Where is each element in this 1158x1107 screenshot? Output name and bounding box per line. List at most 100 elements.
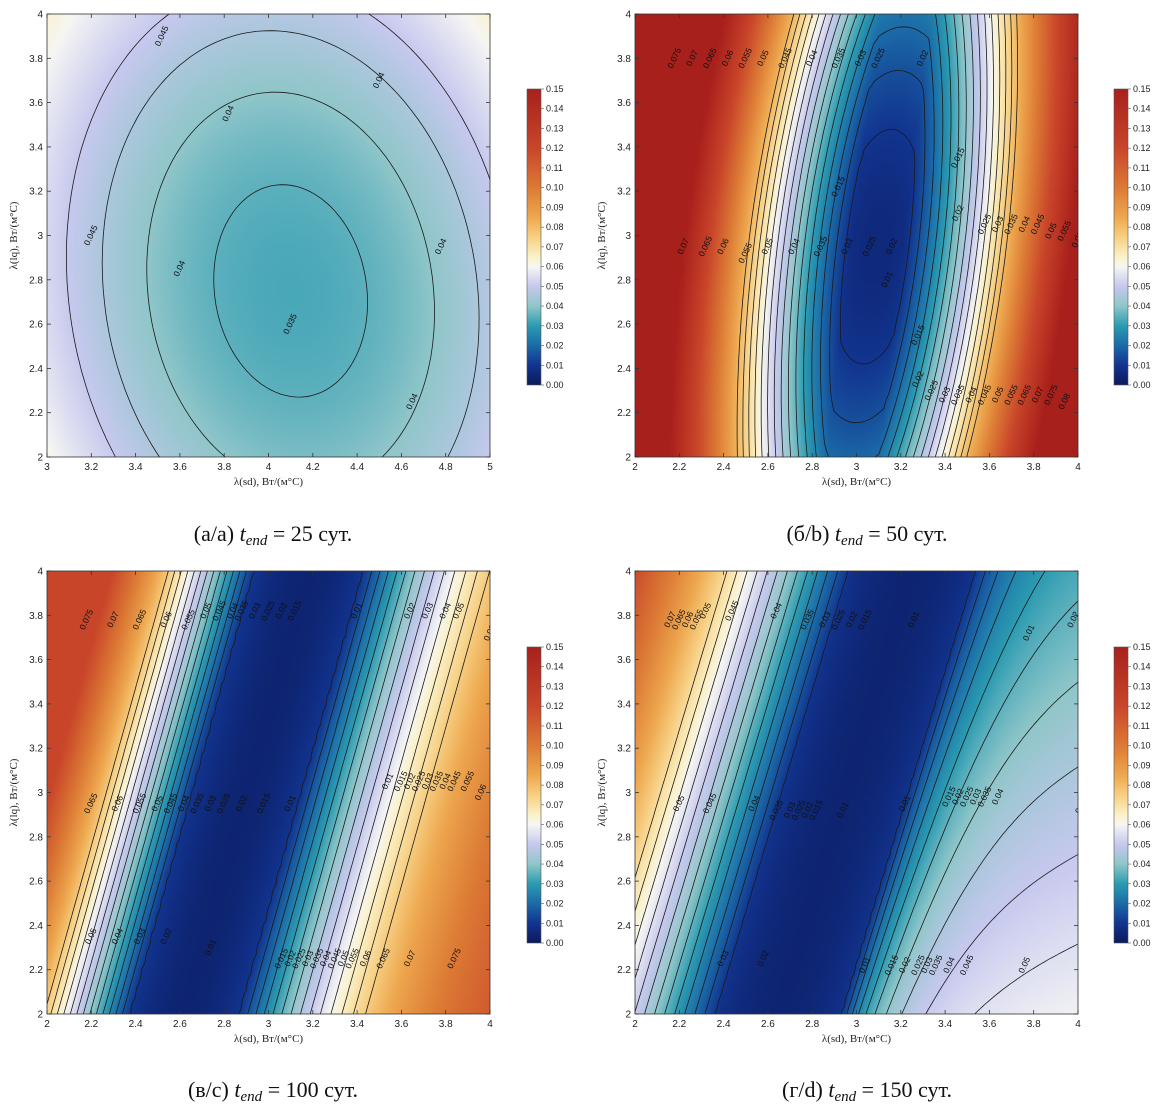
x-tick-label: 3.6: [982, 1019, 996, 1030]
contour-line: [213, 184, 368, 398]
colorbar-tick-label: 0.04: [546, 301, 564, 311]
colorbar-tick-label: 0.04: [1133, 859, 1151, 869]
x-tick-label: 4: [487, 1019, 493, 1030]
colorbar-tick-label: 0.08: [546, 780, 564, 790]
contour-line: [767, 14, 988, 457]
caption-subscript: end: [241, 1089, 263, 1105]
contour-line: [803, 14, 952, 457]
contour-lines: [635, 571, 1078, 1014]
x-tick-label: 2.2: [672, 1019, 686, 1030]
caption-prefix: (б/b): [786, 521, 834, 546]
colorbar-tick-label: 0.07: [546, 242, 564, 252]
x-tick-label: 3.4: [350, 1019, 364, 1030]
x-tick-label: 3.4: [129, 462, 143, 473]
y-tick-label: 4: [37, 10, 43, 21]
colorbar-tick-label: 0.14: [1133, 662, 1151, 672]
colorbar-tick-label: 0.04: [546, 859, 564, 869]
contour-line: [664, 571, 1078, 1014]
contour-line: [704, 571, 986, 1014]
caption-suffix: = 100 сут.: [262, 1077, 358, 1102]
contour-line: [115, 571, 381, 1014]
colorbar-tick-label: 0.09: [546, 202, 564, 212]
x-tick-label: 2.4: [717, 462, 731, 473]
colorbar-tick-label: 0.07: [546, 800, 564, 810]
colorbar-tick-label: 0.11: [1133, 163, 1150, 173]
heatmap-field: [47, 14, 490, 457]
colorbar-tick-label: 0.12: [546, 701, 564, 711]
colorbar-tick-label: 0.09: [546, 760, 564, 770]
colorbar-tick-label: 0.09: [1133, 760, 1151, 770]
colorbar-tick-label: 0.11: [546, 163, 563, 173]
x-axis-label: λ(sd), Вт/(м°С): [234, 476, 304, 488]
x-tick-label: 3.2: [894, 462, 908, 473]
x-tick-label: 3.8: [1027, 1019, 1041, 1030]
y-tick-label: 3.4: [617, 142, 631, 153]
colorbar-scale: [526, 646, 542, 944]
y-tick-label: 2.4: [29, 921, 43, 932]
y-tick-label: 3.8: [617, 611, 631, 622]
y-tick-label: 3.6: [29, 655, 43, 666]
x-tick-label: 2.8: [805, 1019, 819, 1030]
x-tick-label: 2.4: [129, 1019, 143, 1030]
contour-line: [760, 14, 994, 457]
x-tick-label: 2.8: [805, 462, 819, 473]
contour-line: [96, 571, 407, 1014]
contour-label: 0.06: [481, 623, 497, 642]
colorbar-tick-label: 0.00: [1133, 380, 1151, 390]
caption-var: t: [835, 521, 842, 546]
contour-line: [742, 14, 1013, 457]
colorbar-tick-label: 0.12: [1133, 143, 1151, 153]
panel-caption: (г/d) tend = 150 сут.: [782, 1077, 952, 1105]
y-axis-label: λ(lq), Вт/(м°С): [596, 201, 608, 269]
colorbar-scale: [1113, 88, 1129, 386]
caption-subscript: end: [246, 533, 268, 549]
panel-c: 0.075 0.07 0.065 0.06 0.055 0.050.0450.040.03…: [8, 567, 564, 1106]
y-tick-label: 2.2: [617, 408, 631, 419]
y-tick-label: 3.2: [29, 744, 43, 755]
contour-line: [109, 571, 389, 1014]
contour-line: [635, 571, 728, 878]
contour-lines: [736, 14, 1018, 457]
x-tick-label: 2.8: [217, 1019, 231, 1030]
y-tick-label: 3: [37, 231, 43, 242]
colorbar-tick-label: 0.08: [1133, 222, 1151, 232]
contour-label: 0.03: [1087, 623, 1103, 642]
y-tick-label: 2.8: [29, 832, 43, 843]
caption-suffix: = 25 сут.: [267, 521, 352, 546]
y-tick-label: 2.8: [617, 832, 631, 843]
y-tick-label: 3.4: [617, 699, 631, 710]
caption-var: t: [828, 1077, 835, 1102]
x-tick-label: 5: [487, 462, 493, 473]
contour-line: [146, 91, 435, 457]
contour-line: [130, 571, 363, 1014]
x-tick-label: 2: [44, 1019, 50, 1030]
colorbar-tick-label: 0.00: [546, 938, 564, 948]
y-tick-label: 3.2: [617, 187, 631, 198]
contour-label: 0.06: [1069, 230, 1085, 249]
contour-line: [66, 14, 490, 457]
colorbar-tick-label: 0.00: [1133, 938, 1151, 948]
contour-line: [829, 70, 926, 424]
caption-subscript: end: [834, 1089, 856, 1105]
panel-caption: (а/a) tend = 25 сут.: [194, 521, 352, 549]
caption-prefix: (в/c): [188, 1077, 234, 1102]
x-tick-label: 3.2: [894, 1019, 908, 1030]
colorbar-tick-label: 0.07: [1133, 800, 1151, 810]
contour-line: [89, 571, 416, 1014]
x-axis-label: λ(sd), Вт/(м°С): [234, 1033, 304, 1045]
x-tick-label: 4.8: [439, 462, 453, 473]
contour-label: 0.065: [494, 785, 512, 809]
panel-caption: (б/b) tend = 50 сут.: [786, 521, 947, 549]
contour-line: [102, 571, 398, 1014]
y-tick-label: 2: [37, 453, 43, 464]
caption-suffix: = 150 сут.: [856, 1077, 952, 1102]
colorbar-tick-label: 0.13: [1133, 681, 1151, 691]
y-tick-label: 2.2: [617, 965, 631, 976]
contour-lines: [66, 14, 490, 457]
caption-prefix: (г/d): [782, 1077, 828, 1102]
contour-line: [684, 571, 1017, 1014]
colorbar-tick-label: 0.05: [546, 839, 564, 849]
colorbar-tick-label: 0.08: [1133, 780, 1151, 790]
y-tick-label: 3.4: [29, 699, 43, 710]
